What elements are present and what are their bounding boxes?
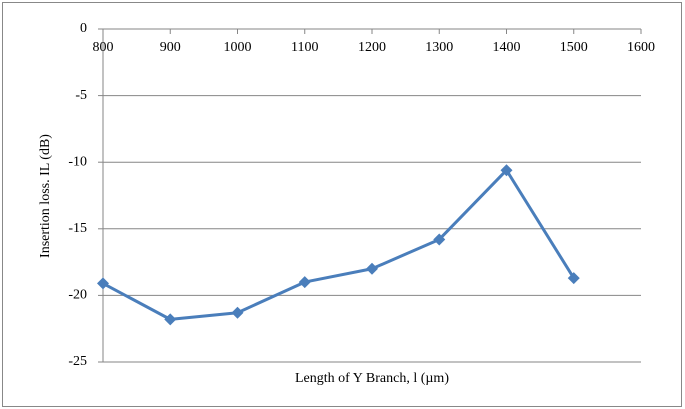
marker (433, 233, 446, 246)
marker (231, 306, 244, 319)
marker (97, 277, 109, 290)
data-line (102, 168, 576, 321)
marker (298, 276, 311, 289)
x-tick-label: 1600 (627, 40, 655, 55)
x-tick-label: 800 (93, 40, 114, 55)
x-tick-label: 1200 (358, 40, 386, 55)
y-tick-label: -10 (68, 154, 87, 169)
y-tick-label: 0 (80, 21, 87, 36)
x-tick-label: 900 (160, 40, 181, 55)
marker (567, 272, 580, 285)
x-tick-label: 1300 (425, 40, 453, 55)
marker (500, 164, 513, 177)
x-tick-label: 1500 (560, 40, 588, 55)
x-tick-label: 1100 (291, 40, 318, 55)
marker (164, 313, 177, 326)
y-tick-label: -20 (68, 288, 87, 303)
y-tick-label: -5 (75, 88, 87, 103)
y-tick-label: -25 (68, 354, 87, 369)
x-tick-label: 1000 (224, 40, 252, 55)
y-tick-label: -15 (68, 221, 87, 236)
y-axis-label: Insertion loss. IL (dB) (38, 134, 53, 258)
x-axis-label: Length of Y Branch, l (µm) (295, 371, 449, 386)
marker (366, 262, 378, 275)
x-tick-label: 1400 (493, 40, 521, 55)
